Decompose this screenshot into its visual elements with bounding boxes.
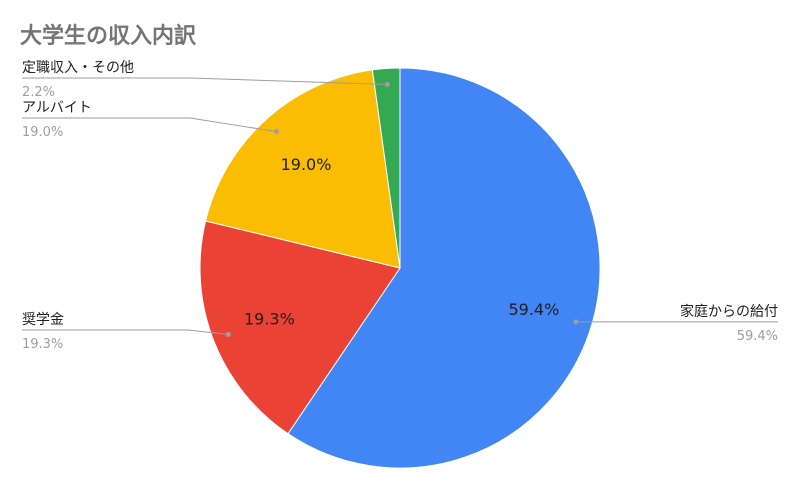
callout-category-0: 家庭からの給付 bbox=[680, 303, 778, 320]
slice-value-label-0: 59.4% bbox=[508, 300, 559, 319]
leader-line-3 bbox=[22, 77, 388, 85]
callout-category-2: アルバイト bbox=[22, 100, 92, 116]
pie-slice-2 bbox=[205, 69, 401, 269]
callout-percent-2: 19.0% bbox=[22, 125, 63, 140]
pie-slice-1 bbox=[199, 220, 401, 435]
leader-line-2 bbox=[22, 117, 277, 133]
pie-slice-0 bbox=[287, 67, 601, 469]
callout-category-3: 定職収入・その他 bbox=[22, 60, 134, 76]
callout-percent-0: 59.4% bbox=[737, 329, 778, 344]
chart-title: 大学生の収入内訳 bbox=[20, 24, 197, 49]
leader-line-1 bbox=[22, 329, 229, 335]
callout-percent-3: 2.2% bbox=[22, 85, 55, 100]
slice-value-label-2: 19.0% bbox=[281, 155, 332, 174]
callout-category-1: 奨学金 bbox=[22, 312, 64, 328]
pie-slice-3 bbox=[371, 67, 401, 269]
callout-percent-1: 19.3% bbox=[22, 337, 63, 352]
slice-value-label-1: 19.3% bbox=[244, 310, 295, 329]
